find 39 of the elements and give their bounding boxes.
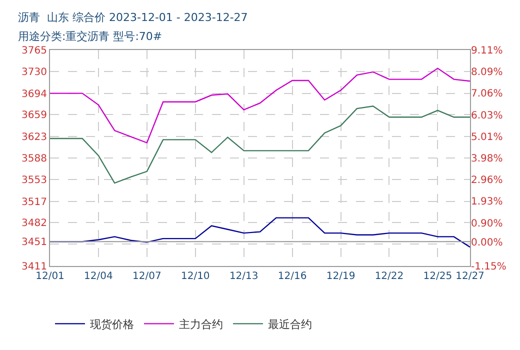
x-tick-label: 12/07 — [132, 271, 162, 282]
y-tick-label: 3482 — [22, 218, 47, 230]
y2-tick-label: 1.93% — [471, 196, 503, 208]
y2-tick-label: 3.98% — [471, 154, 503, 164]
x-tick-label: 12/13 — [229, 271, 258, 282]
y-tick-label: 3623 — [22, 132, 47, 144]
x-tick-label: 12/04 — [84, 271, 113, 282]
y-tick-label: 3553 — [22, 174, 47, 186]
x-tick-label: 12/01 — [36, 271, 64, 282]
legend-label: 主力合约 — [179, 318, 223, 331]
y-tick-label: 3765 — [22, 46, 47, 56]
line-series — [50, 68, 470, 144]
y2-tick-label: 7.06% — [471, 88, 503, 100]
y2-tick-label: 8.09% — [471, 66, 503, 78]
y-tick-label: 3451 — [22, 237, 47, 248]
y-tick-label: 3588 — [22, 154, 47, 164]
x-tick-label: 12/19 — [326, 271, 356, 282]
y-tick-label: 3517 — [22, 196, 47, 208]
y2-tick-label: 5.01% — [471, 132, 503, 143]
x-tick-label: 12/27 — [456, 271, 484, 282]
y2-tick-label: 0.90% — [471, 218, 503, 230]
chart-subtitle: 用途分类:重交沥青 型号:70# — [18, 30, 162, 43]
y2-tick-label: 2.96% — [471, 174, 503, 186]
y-tick-label: 3411 — [22, 262, 47, 272]
y2-tick-label: 0.00% — [471, 237, 503, 248]
legend-label: 最近合约 — [268, 318, 312, 331]
chart-title: 沥青 山东 综合价 2023-12-01 - 2023-12-27 — [18, 11, 248, 24]
y-tick-label: 3694 — [22, 88, 47, 100]
x-tick-label: 12/16 — [278, 271, 307, 282]
y-tick-label: 3730 — [22, 66, 47, 78]
x-tick-label: 12/10 — [180, 271, 210, 282]
x-tick-label: 12/25 — [423, 271, 452, 282]
x-tick-label: 12/22 — [374, 271, 404, 282]
y2-tick-label: 6.03% — [471, 110, 503, 122]
y-tick-label: 3659 — [22, 110, 47, 122]
y2-tick-label: 9.11% — [471, 46, 503, 56]
line-series — [50, 106, 470, 184]
y2-tick-label: -1.15% — [471, 262, 506, 272]
legend-label: 现货价格 — [90, 318, 134, 331]
